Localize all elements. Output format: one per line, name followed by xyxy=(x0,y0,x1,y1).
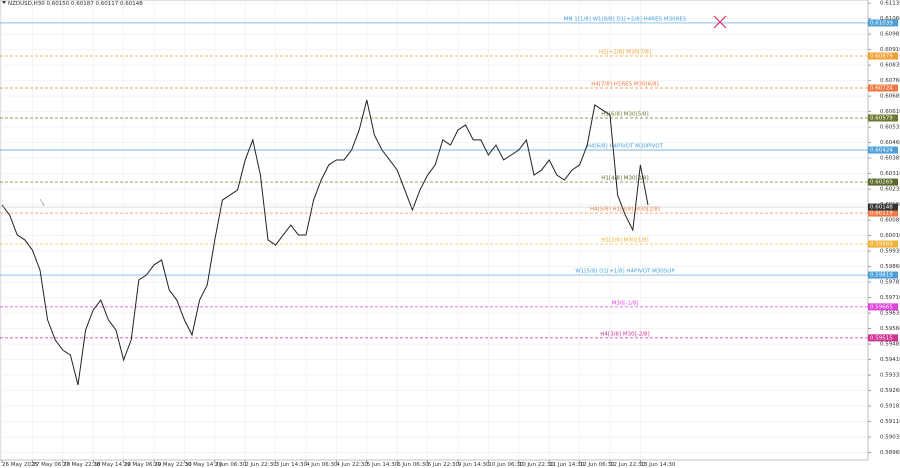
chart-title: NZDUSD,H30 0.60150 0.60187 0.60117 0.601… xyxy=(8,1,143,7)
close-marker xyxy=(713,15,727,29)
y-tick-label: 0.59485 xyxy=(880,342,900,348)
level-label: H1[2/8] M30[1/8] xyxy=(601,238,648,244)
level-tag-label: 0.60424 xyxy=(870,148,893,154)
x-tick-label: 13 Jun 14:30 xyxy=(640,462,675,468)
level-tag xyxy=(868,240,898,248)
x-tick-label: 9 Jun 14:30 xyxy=(458,462,490,468)
level-label: H1[4/8] M30[3/8] xyxy=(601,176,648,182)
x-tick-label: 4 Jun 06:30 xyxy=(306,462,338,468)
level-tag xyxy=(868,114,898,122)
level-tag xyxy=(868,303,898,311)
x-tick-label: 11 Jun 14:30 xyxy=(549,462,584,468)
y-tick-label: 0.59785 xyxy=(880,280,900,286)
level-label: H4[5/8] H1[3/8] M30[2/8] xyxy=(590,207,660,213)
y-tick-label: 0.59635 xyxy=(880,311,900,317)
y-tick-label: 0.60085 xyxy=(880,218,900,224)
level-tag xyxy=(868,334,898,342)
title-arrow xyxy=(2,1,6,4)
level-tag-label: 0.60119 xyxy=(870,211,893,217)
levels: MN 1[1/8] W1[8/8] D1[+2/8] H4RES M30RES 0… xyxy=(0,16,898,342)
level-tag-label: 0.60269 xyxy=(870,180,893,186)
x-tick-label: 12 Jun 22:30 xyxy=(610,462,645,468)
level-label: H4[6/8] H4PIVOT M30PIVOT xyxy=(587,144,664,150)
y-tick-label: 0.60835 xyxy=(880,63,900,69)
x-tick-label: 27 May 22:30 xyxy=(63,462,101,468)
level-label: H4[7/8] H1RES M30[6/8] xyxy=(591,82,659,88)
x-tick-label: 28 May 14:30 xyxy=(93,462,131,468)
x-tick-label: 4 Jun 22:30 xyxy=(336,462,368,468)
level-tag xyxy=(868,146,898,154)
level-label: MN 1[1/8] W1[8/8] D1[+2/8] H4RES M30RES xyxy=(564,16,687,22)
x-tick-label: 5 Jun 14:30 xyxy=(367,462,399,468)
level-tag-label: 0.60724 xyxy=(870,86,893,92)
y-tick-label: 0.59185 xyxy=(880,404,900,410)
series xyxy=(1,99,649,386)
y-tick-label: 0.59035 xyxy=(880,435,900,441)
level-tag-label: 0.59969 xyxy=(870,242,893,248)
x-tick-label: 30 May 14:30 xyxy=(184,462,222,468)
level-label: H1[+2/8] M30[7/8] xyxy=(599,50,651,56)
y-tick-label: 0.61135 xyxy=(880,1,900,7)
x-tick-label: 2 Jun 06:30 xyxy=(215,462,247,468)
x-tick-label: 29 May 22:30 xyxy=(154,462,192,468)
x-tick-label: 6 Jun 06:30 xyxy=(397,462,429,468)
y-tick-label: 0.60535 xyxy=(880,125,900,131)
level-label: H1[6/8] M30[5/8] xyxy=(601,111,648,117)
grid xyxy=(0,0,868,460)
y-tick-label: 0.60685 xyxy=(880,94,900,100)
x-tick-label: 3 Jun 14:30 xyxy=(276,462,308,468)
level-tag xyxy=(868,178,898,186)
x-tick-label: 27 May 06:30 xyxy=(32,462,70,468)
y-tick-label: 0.60985 xyxy=(880,32,900,38)
x-tick-label: 12 Jun 06:30 xyxy=(580,462,615,468)
y-tick-label: 0.59335 xyxy=(880,373,900,379)
plot-frame xyxy=(0,0,869,461)
x-tick-label: 6 Jun 22:30 xyxy=(428,462,460,468)
x-tick-label: 2 Jun 22:30 xyxy=(245,462,277,468)
x-tick-label: 10 Jun 22:30 xyxy=(519,462,554,468)
level-tag xyxy=(868,271,898,279)
level-tag-label: 0.60579 xyxy=(870,115,893,121)
price-line xyxy=(1,99,649,386)
level-tag xyxy=(868,84,898,92)
level-tag-label: 0.60879 xyxy=(870,54,893,60)
x-tick-label: 26 May 2025 xyxy=(2,462,38,468)
x-tick-label: 29 May 06:30 xyxy=(124,462,162,468)
y-tick-label: 0.60235 xyxy=(880,187,900,193)
level-tag-label: 0.59515 xyxy=(870,335,893,341)
level-label: M30[-1/8] xyxy=(612,300,639,306)
current-price-tag xyxy=(868,203,898,211)
y-tick-label: 0.58960 xyxy=(880,450,900,456)
level-tag-label: 0.61039 xyxy=(870,20,893,26)
level-label: H4[3/8] M30[-2/8] xyxy=(600,331,649,337)
x-tick-label: 10 Jun 06:30 xyxy=(488,462,523,468)
level-tag xyxy=(868,19,898,27)
cursor xyxy=(39,198,45,206)
level-tag xyxy=(868,52,898,60)
level-tag-label: 0.59819 xyxy=(870,273,893,279)
y-tick-label: 0.59935 xyxy=(880,249,900,255)
level-label: W1[5/8] D1[+1/8] H4PIVOT M30SUP xyxy=(575,269,675,275)
level-tag-label: 0.59665 xyxy=(870,304,893,310)
current-price-label: 0.60148 xyxy=(870,205,893,211)
level-tag xyxy=(868,209,898,217)
y-tick-label: 0.60385 xyxy=(880,156,900,162)
